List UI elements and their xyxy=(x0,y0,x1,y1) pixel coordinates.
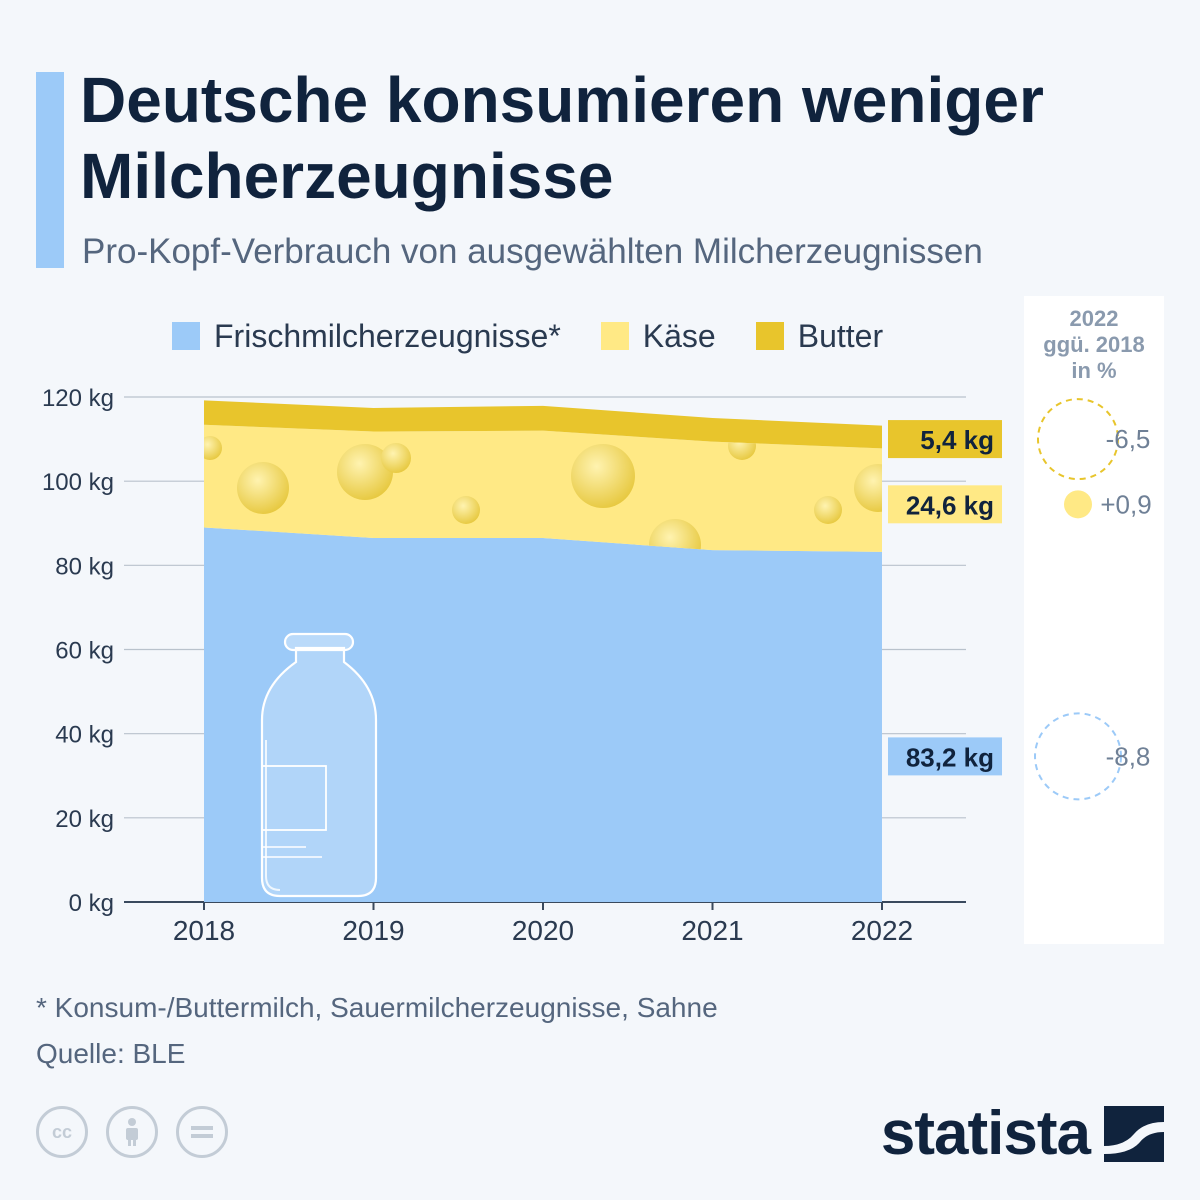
y-tick-label: 0 kg xyxy=(69,890,114,917)
cc-icon[interactable]: cc xyxy=(36,1106,88,1158)
y-tick-label: 80 kg xyxy=(55,553,114,580)
change-panel xyxy=(1024,296,1164,944)
statista-logo-icon xyxy=(1104,1105,1164,1162)
title-accent-bar xyxy=(36,72,64,268)
legend-swatch-butter xyxy=(755,322,784,350)
milk-bottle-icon xyxy=(260,632,378,898)
license-icons: cc xyxy=(36,1106,246,1158)
x-tick-label: 2019 xyxy=(342,915,404,946)
footnote: * Konsum-/Buttermilch, Sauermilcherzeugn… xyxy=(36,992,718,1023)
y-tick-label: 20 kg xyxy=(55,806,114,833)
change-value-butter: -6,5 xyxy=(1106,424,1151,454)
legend-swatch-fresh xyxy=(172,322,200,350)
page-title: Deutsche konsumieren weniger Milcherzeug… xyxy=(80,64,1044,212)
cheese-hole xyxy=(452,496,480,524)
change-circle-cheese xyxy=(1064,490,1092,519)
bottle-shine xyxy=(265,740,281,891)
attribution-icon[interactable] xyxy=(106,1106,158,1158)
y-tick-label: 60 kg xyxy=(55,638,114,665)
cheese-hole xyxy=(237,462,289,514)
cheese-hole xyxy=(337,444,393,500)
cheese-hole xyxy=(814,496,842,524)
source-note: Quelle: BLE xyxy=(36,1038,186,1069)
y-tick-label: 100 kg xyxy=(42,469,114,496)
legend-item-fresh: Frischmilcherzeugnisse* xyxy=(172,318,561,355)
y-tick-label: 120 kg xyxy=(42,385,114,412)
cheese-hole xyxy=(204,436,222,460)
x-tick-label: 2020 xyxy=(512,915,574,946)
change-header-compare: ggü. 2018 xyxy=(1043,332,1145,357)
change-circle-butter xyxy=(1037,398,1119,481)
change-panel-header: 2022 ggü. 2018 in % xyxy=(1024,306,1164,384)
legend-label-butter: Butter xyxy=(797,317,884,354)
x-tick-label: 2021 xyxy=(681,915,743,946)
cheese-hole xyxy=(649,519,701,552)
bottle-cap xyxy=(283,632,355,652)
legend-label-cheese: Käse xyxy=(642,317,716,354)
legend-label-fresh: Frischmilcherzeugnisse* xyxy=(214,317,561,354)
bottle-body xyxy=(260,646,378,898)
change-value-fresh: -8,8 xyxy=(1106,741,1151,771)
legend-swatch-cheese xyxy=(600,322,629,350)
change-value-cheese: +0,9 xyxy=(1100,489,1151,519)
no-derivatives-icon[interactable] xyxy=(176,1106,228,1158)
x-tick-label: 2022 xyxy=(851,915,913,946)
page-subtitle: Pro-Kopf-Verbrauch von ausgewählten Milc… xyxy=(82,232,983,271)
y-tick-label: 40 kg xyxy=(55,722,114,749)
end-label-fresh: 83,2 kg xyxy=(906,742,994,772)
legend-item-cheese: Käse xyxy=(600,317,716,355)
area-series-butter xyxy=(204,400,882,449)
end-label-box-butter xyxy=(888,420,1002,459)
cheese-hole xyxy=(854,464,882,512)
change-circle-fresh xyxy=(1034,712,1122,801)
cheese-hole xyxy=(381,443,411,473)
end-label-butter: 5,4 kg xyxy=(920,425,994,455)
legend-item-butter: Butter xyxy=(755,317,884,355)
statista-brand[interactable]: statista xyxy=(881,1098,1164,1169)
bottle-label xyxy=(261,765,327,831)
end-label-box-cheese xyxy=(888,485,1002,524)
end-label-box-fresh xyxy=(888,737,1002,776)
change-header-year: 2022 xyxy=(1069,306,1119,331)
area-series-fresh xyxy=(204,527,882,902)
cheese-hole xyxy=(571,444,635,508)
statista-wordmark: statista xyxy=(880,1099,1091,1168)
chart-legend: Frischmilcherzeugnisse* Käse Butter xyxy=(172,316,923,356)
x-tick-label: 2018 xyxy=(173,915,235,946)
change-header-unit: in % xyxy=(1071,358,1117,383)
end-label-cheese: 24,6 kg xyxy=(906,490,994,520)
